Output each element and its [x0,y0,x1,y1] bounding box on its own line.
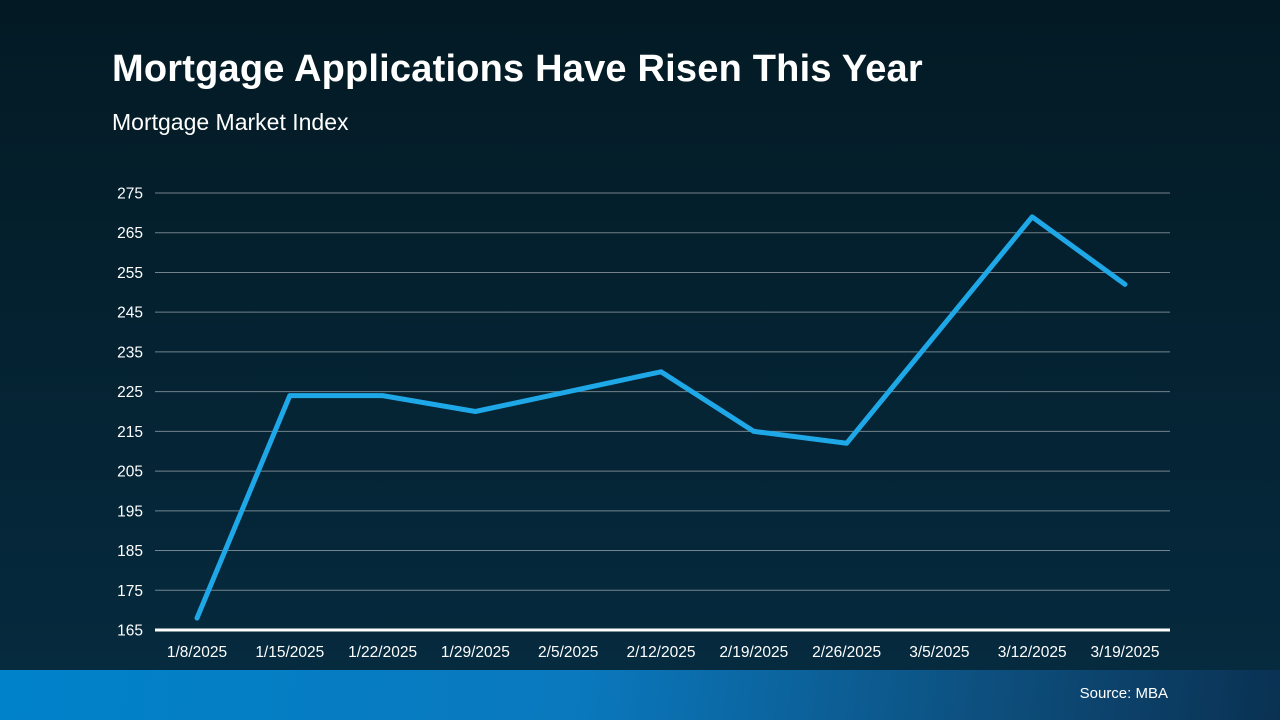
y-tick-label: 205 [117,464,143,481]
series-line [194,214,1128,621]
chart-title: Mortgage Applications Have Risen This Ye… [112,48,923,90]
y-tick-label: 255 [117,265,143,282]
y-tick-label: 175 [117,583,143,600]
y-tick-label: 235 [117,344,143,361]
x-tick-label: 2/5/2025 [538,644,598,661]
x-tick-label: 3/19/2025 [1091,644,1160,661]
footer-bar [0,670,1280,720]
y-tick-label: 165 [117,623,143,640]
x-tick-label: 1/8/2025 [167,644,227,661]
x-tick-label: 3/12/2025 [998,644,1067,661]
y-tick-label: 265 [117,225,143,242]
chart-subtitle: Mortgage Market Index [112,109,349,135]
x-tick-label: 2/12/2025 [627,644,696,661]
x-tick-label: 1/29/2025 [441,644,510,661]
y-tick-label: 245 [117,305,143,322]
y-tick-label: 215 [117,424,143,441]
x-tick-label: 2/26/2025 [812,644,881,661]
y-tick-label: 225 [117,384,143,401]
x-tick-label: 2/19/2025 [719,644,788,661]
x-tick-label: 1/15/2025 [255,644,324,661]
y-tick-label: 275 [117,186,143,203]
x-tick-label: 3/5/2025 [909,644,969,661]
source-text: Source: MBA [1079,685,1168,702]
y-tick-label: 185 [117,543,143,560]
x-tick-label: 1/22/2025 [348,644,417,661]
y-tick-label: 195 [117,503,143,520]
